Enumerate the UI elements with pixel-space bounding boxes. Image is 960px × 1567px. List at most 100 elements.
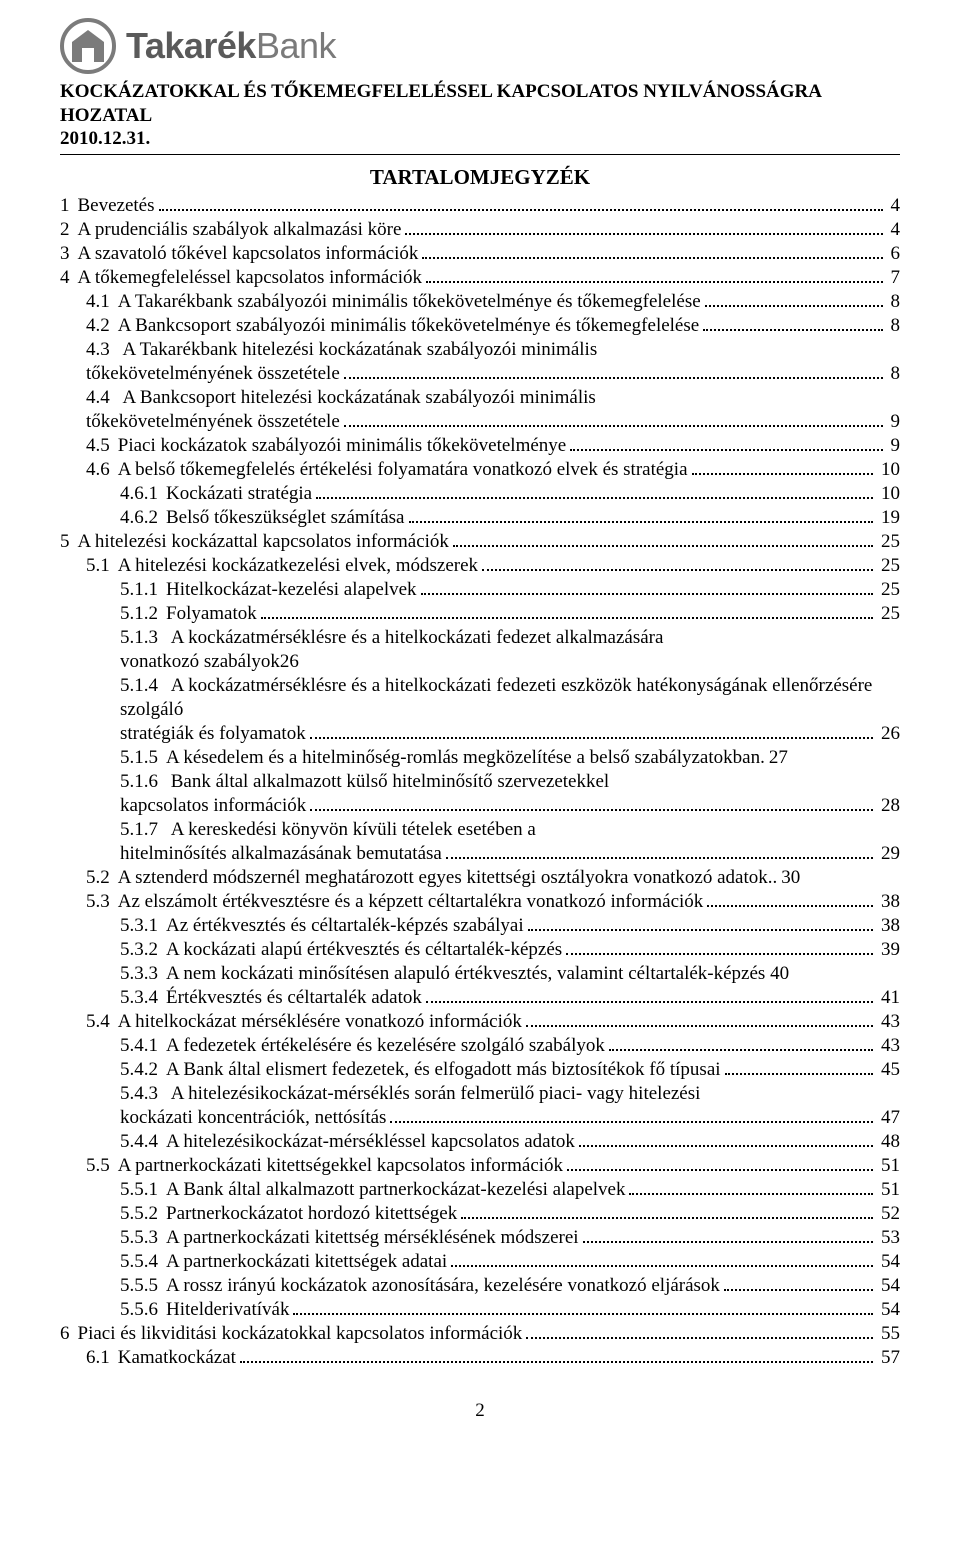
toc-leader-dots xyxy=(566,938,873,955)
table-of-contents: 1Bevezetés42A prudenciális szabályok alk… xyxy=(60,194,900,1370)
toc-page: 4 xyxy=(887,218,901,242)
toc-number: 5.5.4 xyxy=(120,1250,166,1274)
toc-page: 57 xyxy=(877,1346,900,1370)
toc-entry[interactable]: 5.4.3 A hitelezésikockázat-mérséklés sor… xyxy=(60,1082,900,1130)
toc-entry[interactable]: 5.4.4A hitelezésikockázat-mérsékléssel k… xyxy=(60,1130,900,1154)
toc-number: 5.4 xyxy=(86,1010,118,1034)
toc-label: Folyamatok xyxy=(166,602,257,626)
toc-leader-dots xyxy=(692,458,873,475)
toc-entry[interactable]: 6.1Kamatkockázat 57 xyxy=(60,1346,900,1370)
toc-entry[interactable]: 5.5.1A Bank által alkalmazott partnerkoc… xyxy=(60,1178,900,1202)
header-date: 2010.12.31. xyxy=(60,128,900,150)
toc-label-cont: kapcsolatos információk xyxy=(120,794,306,818)
toc-entry[interactable]: 5.1.7 A kereskedési könyvön kívüli tétel… xyxy=(60,818,900,866)
toc-number: 5.5.6 xyxy=(120,1298,166,1322)
toc-leader-dots xyxy=(703,314,882,331)
toc-entry[interactable]: 5.2A sztenderd módszernél meghatározott … xyxy=(60,866,900,890)
toc-title: TARTALOMJEGYZÉK xyxy=(60,165,900,190)
toc-entry[interactable]: 5.3.3A nem kockázati minősítésen alapuló… xyxy=(60,962,900,986)
toc-number: 4 xyxy=(60,266,78,290)
toc-entry[interactable]: 4.1A Takarékbank szabályozói minimális t… xyxy=(60,290,900,314)
toc-leader-dots xyxy=(240,1346,873,1363)
toc-leader-dots xyxy=(570,434,882,451)
toc-entry[interactable]: 5.3.2A kockázati alapú értékvesztés és c… xyxy=(60,938,900,962)
toc-label: Partnerkockázatot hordozó kitettségek xyxy=(166,1202,457,1226)
toc-entry[interactable]: 4.4 A Bankcsoport hitelezési kockázatána… xyxy=(60,386,900,434)
toc-entry[interactable]: 5.4.2A Bank által elismert fedezetek, és… xyxy=(60,1058,900,1082)
toc-leader-dots xyxy=(426,266,882,283)
toc-entry[interactable]: 4.2A Bankcsoport szabályozói minimális t… xyxy=(60,314,900,338)
toc-label: A hitelezési kockázatkezelési elvek, mód… xyxy=(118,554,478,578)
toc-entry[interactable]: 4.6A belső tőkemegfelelés értékelési fol… xyxy=(60,458,900,482)
toc-entry[interactable]: 5.5.4A partnerkockázati kitettségek adat… xyxy=(60,1250,900,1274)
toc-entry[interactable]: 5.3.4Értékvesztés és céltartalék adatok4… xyxy=(60,986,900,1010)
toc-entry[interactable]: 4.3 A Takarékbank hitelezési kockázatána… xyxy=(60,338,900,386)
toc-entry[interactable]: 5.4A hitelkockázat mérséklésére vonatkoz… xyxy=(60,1010,900,1034)
toc-label: Kamatkockázat xyxy=(118,1346,236,1370)
toc-leader-dots xyxy=(405,218,882,235)
toc-number: 5.1.1 xyxy=(120,578,166,602)
toc-number: 5.3.2 xyxy=(120,938,166,962)
toc-entry[interactable]: 5.1.3 A kockázatmérséklésre és a hitelko… xyxy=(60,626,900,674)
toc-label: A hitelezési kockázattal kapcsolatos inf… xyxy=(78,530,449,554)
toc-number: 5.1.3 xyxy=(120,627,171,648)
page-number: 2 xyxy=(60,1400,900,1422)
toc-entry[interactable]: 5.1.6 Bank által alkalmazott külső hitel… xyxy=(60,770,900,818)
toc-leader-dots xyxy=(344,410,883,427)
toc-entry[interactable]: 5.1.1Hitelkockázat-kezelési alapelvek25 xyxy=(60,578,900,602)
toc-page: 55 xyxy=(877,1322,900,1346)
toc-number: 6.1 xyxy=(86,1346,118,1370)
toc-entry[interactable]: 4.5Piaci kockázatok szabályozói minimáli… xyxy=(60,434,900,458)
toc-number: 5.1.5 xyxy=(120,746,166,770)
toc-leader-dots xyxy=(705,290,883,307)
toc-entry[interactable]: 4.6.2Belső tőkeszükséglet számítása19 xyxy=(60,506,900,530)
toc-entry[interactable]: 5A hitelezési kockázattal kapcsolatos in… xyxy=(60,530,900,554)
toc-number: 5.5.5 xyxy=(120,1274,166,1298)
toc-entry[interactable]: 1Bevezetés4 xyxy=(60,194,900,218)
toc-leader-dots xyxy=(461,1202,873,1219)
toc-entry[interactable]: 5.5.5A rossz irányú kockázatok azonosítá… xyxy=(60,1274,900,1298)
toc-label: A kereskedési könyvön kívüli tételek ese… xyxy=(171,819,536,840)
toc-entry[interactable]: 5.3.1Az értékvesztés és céltartalék-képz… xyxy=(60,914,900,938)
toc-label-cont: hitelminősítés alkalmazásának bemutatása xyxy=(120,842,442,866)
toc-number: 5.3.3 xyxy=(120,962,166,986)
toc-entry[interactable]: 5.3Az elszámolt értékvesztésre és a képz… xyxy=(60,889,900,913)
toc-entry[interactable]: 5.5.3A partnerkockázati kitettség mérsék… xyxy=(60,1226,900,1250)
toc-leader-dots xyxy=(390,1106,873,1123)
toc-label: Hitelderivatívák xyxy=(166,1298,289,1322)
toc-entry[interactable]: 4A tőkemegfeleléssel kapcsolatos informá… xyxy=(60,266,900,290)
toc-number: 6 xyxy=(60,1322,78,1346)
toc-entry[interactable]: 5.1.5A késedelem és a hitelminőség-romlá… xyxy=(60,746,900,770)
toc-leader-dots xyxy=(453,530,873,547)
brand-bold: Takarék xyxy=(126,25,256,66)
toc-number: 4.4 xyxy=(86,387,123,408)
toc-number: 4.6.1 xyxy=(120,482,166,506)
toc-entry[interactable]: 5.1A hitelezési kockázatkezelési elvek, … xyxy=(60,554,900,578)
toc-page: 27 xyxy=(765,746,788,770)
toc-entry[interactable]: 3A szavatoló tőkével kapcsolatos informá… xyxy=(60,242,900,266)
toc-label-cont: kockázati koncentrációk, nettósítás xyxy=(120,1106,386,1130)
toc-entry[interactable]: 5.4.1A fedezetek értékelésére és kezelés… xyxy=(60,1034,900,1058)
toc-label: A belső tőkemegfelelés értékelési folyam… xyxy=(118,458,688,482)
toc-entry[interactable]: 2A prudenciális szabályok alkalmazási kö… xyxy=(60,218,900,242)
toc-label: A rossz irányú kockázatok azonosítására,… xyxy=(166,1274,720,1298)
toc-entry[interactable]: 5.1.4 A kockázatmérséklésre és a hitelko… xyxy=(60,674,900,746)
toc-leader-dots xyxy=(446,842,873,859)
toc-page: 38 xyxy=(877,914,900,938)
toc-entry[interactable]: 5.5.6Hitelderivatívák54 xyxy=(60,1298,900,1322)
toc-page: 28 xyxy=(877,794,900,818)
toc-entry[interactable]: 5.1.2Folyamatok25 xyxy=(60,602,900,626)
brand-thin: Bank xyxy=(256,25,336,66)
toc-entry[interactable]: 5.5A partnerkockázati kitettségekkel kap… xyxy=(60,1154,900,1178)
toc-number: 5.5 xyxy=(86,1154,118,1178)
toc-leader-dots xyxy=(526,1322,873,1339)
toc-entry[interactable]: 4.6.1Kockázati stratégia10 xyxy=(60,482,900,506)
toc-label: A Takarékbank hitelezési kockázatának sz… xyxy=(123,339,598,360)
toc-page: 52 xyxy=(877,1202,900,1226)
toc-label: A Takarékbank szabályozói minimális tőke… xyxy=(118,290,701,314)
bank-logo-icon xyxy=(60,18,116,74)
toc-entry[interactable]: 5.5.2Partnerkockázatot hordozó kitettség… xyxy=(60,1202,900,1226)
toc-number: 4.5 xyxy=(86,434,118,458)
toc-entry[interactable]: 6Piaci és likviditási kockázatokkal kapc… xyxy=(60,1322,900,1346)
toc-label: Bank által alkalmazott külső hitelminősí… xyxy=(171,771,609,792)
